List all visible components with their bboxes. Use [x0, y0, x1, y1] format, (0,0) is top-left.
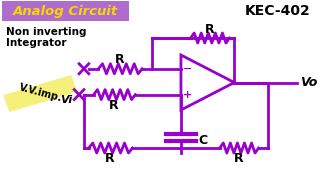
Text: R: R	[205, 22, 215, 35]
Text: Analog Circuit: Analog Circuit	[13, 4, 118, 17]
Polygon shape	[4, 75, 77, 112]
Text: Vo: Vo	[300, 76, 318, 89]
Text: KEC-402: KEC-402	[245, 4, 311, 18]
Text: C: C	[198, 134, 208, 147]
Text: Non inverting: Non inverting	[6, 27, 87, 37]
Text: R: R	[234, 152, 244, 165]
Text: Vi: Vi	[60, 95, 73, 105]
Text: R: R	[109, 99, 119, 112]
Text: V.V.imp.: V.V.imp.	[18, 82, 63, 103]
Text: −: −	[183, 64, 192, 74]
FancyBboxPatch shape	[3, 1, 129, 21]
Text: +: +	[183, 90, 192, 100]
Text: R: R	[115, 53, 125, 66]
Text: Integrator: Integrator	[6, 38, 67, 48]
Text: R: R	[105, 152, 115, 165]
